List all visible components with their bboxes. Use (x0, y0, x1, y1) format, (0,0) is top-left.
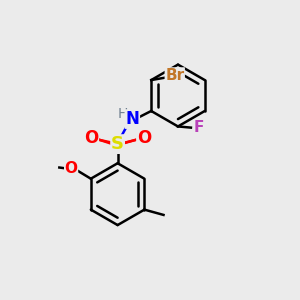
Text: Br: Br (165, 68, 184, 83)
Text: O: O (64, 160, 78, 175)
Text: S: S (111, 135, 124, 153)
Text: F: F (194, 120, 204, 135)
Text: O: O (84, 129, 98, 147)
Text: N: N (125, 110, 139, 128)
Text: O: O (137, 129, 151, 147)
Text: H: H (118, 107, 128, 121)
